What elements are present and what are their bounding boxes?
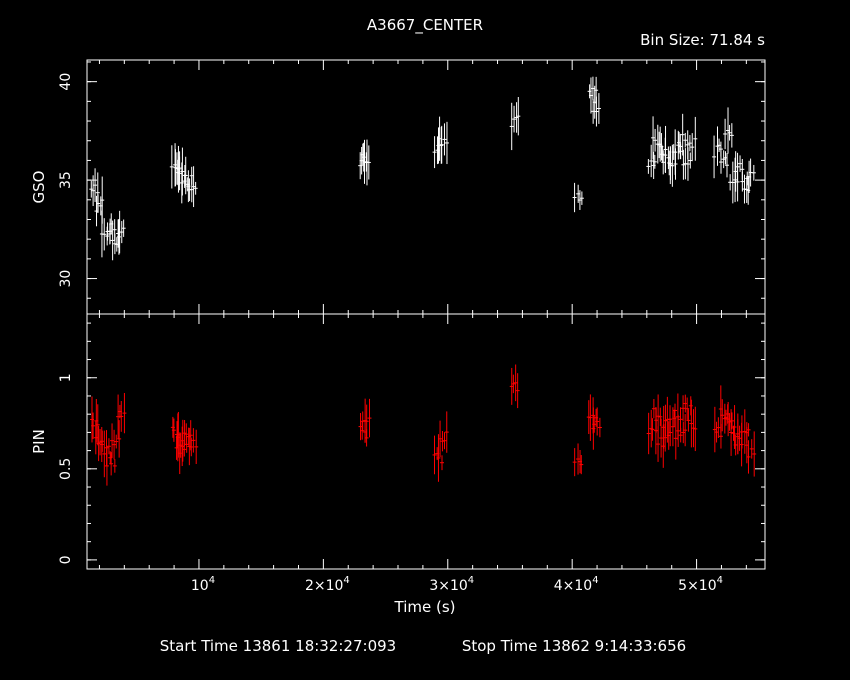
pin-data-point (651, 394, 663, 438)
pin-data-point (723, 401, 735, 437)
pin-panel-frame (86, 313, 766, 570)
gso-y-axis-label: GSO (30, 171, 48, 204)
pin-axis-ticks: 0 0.5 1 104 2×104 3×104 4×104 5×104 (58, 314, 765, 594)
pin-data-point (110, 420, 122, 460)
bin-size-label: Bin Size: 71.84 s (640, 31, 765, 49)
pin-y-tick-label: 1 (58, 373, 74, 382)
x-tick-label: 104 (191, 575, 215, 594)
pin-data-point (572, 443, 584, 477)
gso-data-point (591, 85, 601, 127)
pin-data-point (744, 427, 757, 477)
x-tick-label: 2×104 (305, 575, 350, 594)
gso-y-tick-label: 30 (58, 270, 74, 288)
chart-title: A3667_CENTER (367, 16, 483, 35)
gso-axis-ticks: 30 35 40 (58, 60, 765, 314)
x-tick-label: 4×104 (554, 575, 599, 594)
x-axis-label: Time (s) (394, 598, 456, 616)
pin-data-series (90, 364, 757, 486)
gso-data-point (712, 126, 723, 179)
gso-data-point (677, 113, 688, 160)
gso-data-point (745, 158, 756, 194)
gso-data-point (437, 116, 449, 165)
pin-data-point (174, 413, 185, 462)
gso-y-tick-label: 35 (58, 171, 74, 189)
gso-data-point (718, 150, 730, 178)
gso-data-point (685, 116, 698, 162)
gso-data-point (572, 182, 584, 213)
gso-data-series (89, 76, 756, 261)
pin-data-point (116, 392, 127, 439)
x-tick-label: 5×104 (678, 575, 723, 594)
pin-data-point (509, 364, 520, 409)
pin-data-point (739, 409, 751, 454)
gso-data-point (723, 107, 734, 154)
stop-time-label: Stop Time 13862 9:14:33:656 (462, 637, 686, 655)
pin-data-point (90, 396, 100, 446)
gso-data-point (116, 210, 126, 254)
pin-data-point (187, 427, 199, 466)
pin-data-point (681, 394, 693, 422)
gso-data-point (740, 171, 751, 205)
pin-panel: 0 0.5 1 104 2×104 3×104 4×104 5×104 PIN Time (s… (30, 313, 766, 616)
gso-data-point (89, 168, 100, 213)
pin-data-point (438, 411, 449, 458)
pin-data-point (718, 385, 730, 434)
pin-y-tick-label: 0.5 (58, 458, 74, 480)
gso-data-point (509, 96, 521, 151)
pin-data-point (360, 398, 372, 443)
gso-y-tick-label: 40 (58, 73, 74, 91)
gso-data-point (187, 166, 198, 208)
pin-y-axis-label: PIN (30, 429, 48, 454)
x-tick-label: 3×104 (429, 575, 474, 594)
pin-data-point (104, 446, 117, 486)
pin-data-point (686, 399, 698, 452)
gso-data-point (646, 144, 657, 179)
pin-data-point (591, 407, 602, 450)
gso-data-point (728, 157, 740, 204)
pin-y-tick-label: 0 (58, 555, 74, 564)
gso-data-point (360, 139, 371, 184)
pin-data-point (93, 421, 105, 462)
gso-data-point (110, 219, 121, 261)
gso-panel: 30 35 40 GSO (30, 59, 766, 315)
start-time-label: Start Time 13861 18:32:27:093 (160, 637, 396, 655)
pin-data-point (676, 414, 688, 447)
pin-data-point (432, 434, 444, 482)
pin-data-point (666, 407, 678, 460)
